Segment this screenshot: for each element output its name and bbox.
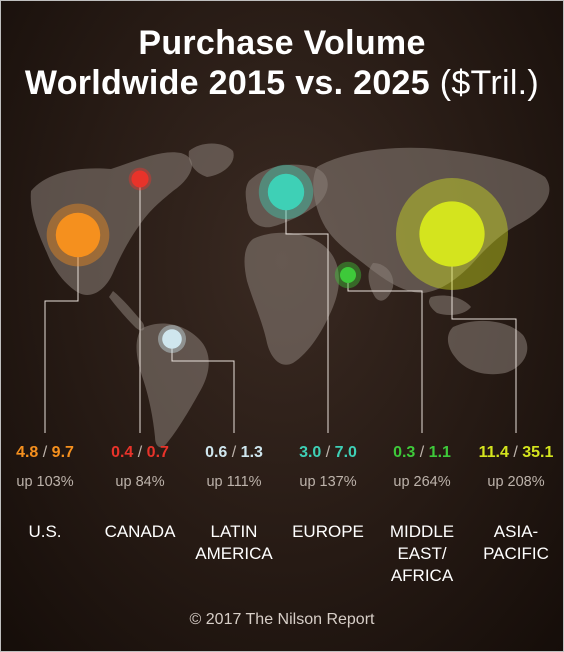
value-2025: 35.1 bbox=[522, 444, 554, 461]
value-2015: 11.4 bbox=[478, 444, 509, 461]
title-line-2-main: Worldwide 2015 vs. 2025 bbox=[24, 64, 430, 102]
region-label-latin-america: 0.6 / 1.3 up 111% LATIN AMERICA bbox=[187, 443, 281, 565]
region-name: EUROPE bbox=[292, 522, 364, 541]
value-2025: 1.1 bbox=[428, 444, 451, 461]
leader-lines bbox=[44, 179, 517, 433]
region-name: U.S. bbox=[28, 522, 62, 541]
credit: © 2017 The Nilson Report bbox=[189, 611, 375, 628]
value-pair: 4.8 / 9.7 bbox=[1, 443, 92, 463]
value-separator: / bbox=[38, 444, 52, 461]
value-2015: 0.3 bbox=[393, 444, 416, 461]
south-america-shape bbox=[136, 323, 209, 448]
bubble-2015-canada bbox=[131, 170, 149, 188]
value-2025: 1.3 bbox=[240, 444, 263, 461]
growth-label: up 111% bbox=[206, 474, 262, 490]
region-label-canada: 0.4 / 0.7 up 84% CANADA bbox=[93, 443, 187, 543]
value-2015: 3.0 bbox=[299, 444, 322, 461]
australia-shape bbox=[447, 320, 528, 375]
value-separator: / bbox=[321, 444, 335, 461]
value-2015: 0.4 bbox=[111, 444, 134, 461]
growth-label: up 137% bbox=[299, 474, 357, 490]
growth-label: up 103% bbox=[16, 474, 74, 490]
bubble-2015-asia-pacific bbox=[419, 201, 485, 267]
region-label-middle-east-africa: 0.3 / 1.1 up 264% MIDDLE EAST/ AFRICA bbox=[375, 443, 469, 587]
value-2015: 4.8 bbox=[16, 444, 39, 461]
region-label-asia-pacific: 11.4 / 35.1 up 208% ASIA- PACIFIC bbox=[469, 443, 563, 565]
region-label-us: 4.8 / 9.7 up 103% U.S. bbox=[1, 443, 92, 543]
region-name: MIDDLE EAST/ AFRICA bbox=[389, 522, 455, 585]
region-name: LATIN AMERICA bbox=[195, 522, 273, 563]
greenland-shape bbox=[188, 143, 234, 177]
value-separator: / bbox=[133, 444, 147, 461]
value-pair: 0.6 / 1.3 bbox=[187, 443, 281, 463]
bubbles bbox=[46, 164, 508, 354]
title-unit: ($Tril.) bbox=[439, 64, 540, 102]
value-separator: / bbox=[415, 444, 429, 461]
leader-line-asia-pacific bbox=[451, 234, 517, 433]
growth-label: up 264% bbox=[393, 474, 451, 490]
growth-label: up 208% bbox=[487, 474, 545, 490]
southeast-asia-islands-shape bbox=[429, 295, 471, 315]
value-pair: 11.4 / 35.1 bbox=[469, 443, 563, 463]
north-america-shape bbox=[30, 152, 193, 295]
growth-label: up 84% bbox=[115, 474, 165, 490]
value-pair: 3.0 / 7.0 bbox=[281, 443, 375, 463]
africa-shape bbox=[244, 232, 339, 365]
value-2025: 9.7 bbox=[51, 444, 74, 461]
value-2025: 7.0 bbox=[334, 444, 357, 461]
value-2015: 0.6 bbox=[205, 444, 228, 461]
region-name: CANADA bbox=[104, 522, 176, 541]
value-pair: 0.4 / 0.7 bbox=[93, 443, 187, 463]
leader-line-latin-america bbox=[171, 339, 235, 433]
title-line-1: Purchase Volume bbox=[138, 24, 426, 62]
bubble-2015-us bbox=[55, 212, 101, 258]
bubble-2015-latin-america bbox=[162, 329, 182, 349]
region-label-europe: 3.0 / 7.0 up 137% EUROPE bbox=[281, 443, 375, 543]
region-name: ASIA- PACIFIC bbox=[483, 522, 549, 563]
value-separator: / bbox=[227, 444, 241, 461]
leader-line-us bbox=[44, 235, 79, 433]
bubble-2015-europe bbox=[267, 173, 305, 211]
value-2025: 0.7 bbox=[146, 444, 169, 461]
title-line-2: Worldwide 2015 vs. 2025 ($Tril.) bbox=[1, 63, 563, 103]
value-pair: 0.3 / 1.1 bbox=[375, 443, 469, 463]
bubble-2015-middle-east-africa bbox=[340, 267, 356, 283]
leader-line-europe bbox=[285, 192, 329, 433]
value-separator: / bbox=[508, 444, 523, 461]
chart-title: Purchase Volume Worldwide 2015 vs. 2025 … bbox=[1, 23, 563, 103]
central-america-shape bbox=[109, 291, 145, 331]
